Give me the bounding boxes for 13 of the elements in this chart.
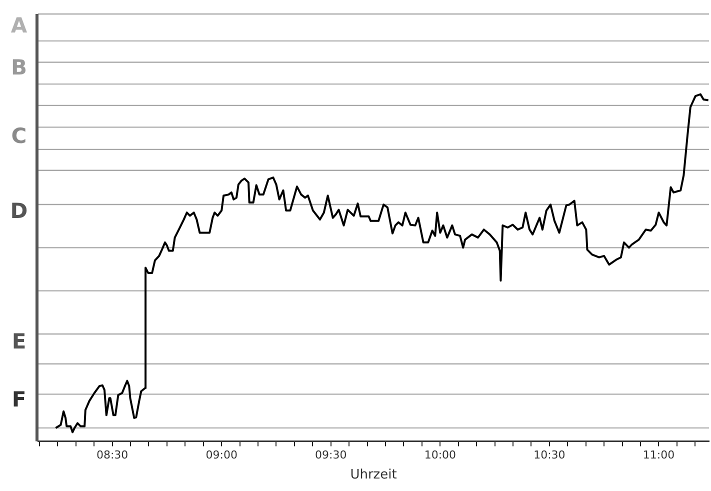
text: A <box>10 13 28 38</box>
text: B <box>10 56 28 80</box>
x-tick-label: 08:30 <box>96 448 128 462</box>
x-tick-label: 10:30 <box>534 448 566 462</box>
text: C <box>11 124 27 148</box>
text: E <box>12 329 26 354</box>
x-axis-title: Uhrzeit <box>350 468 397 483</box>
text: D <box>10 199 28 224</box>
x-tick-label: 11:00 <box>642 448 675 462</box>
x-tick-label: 09:30 <box>315 448 347 462</box>
x-tick-label: 09:00 <box>206 448 238 462</box>
x-tick-label: 10:00 <box>424 448 456 462</box>
text: F <box>12 387 26 412</box>
